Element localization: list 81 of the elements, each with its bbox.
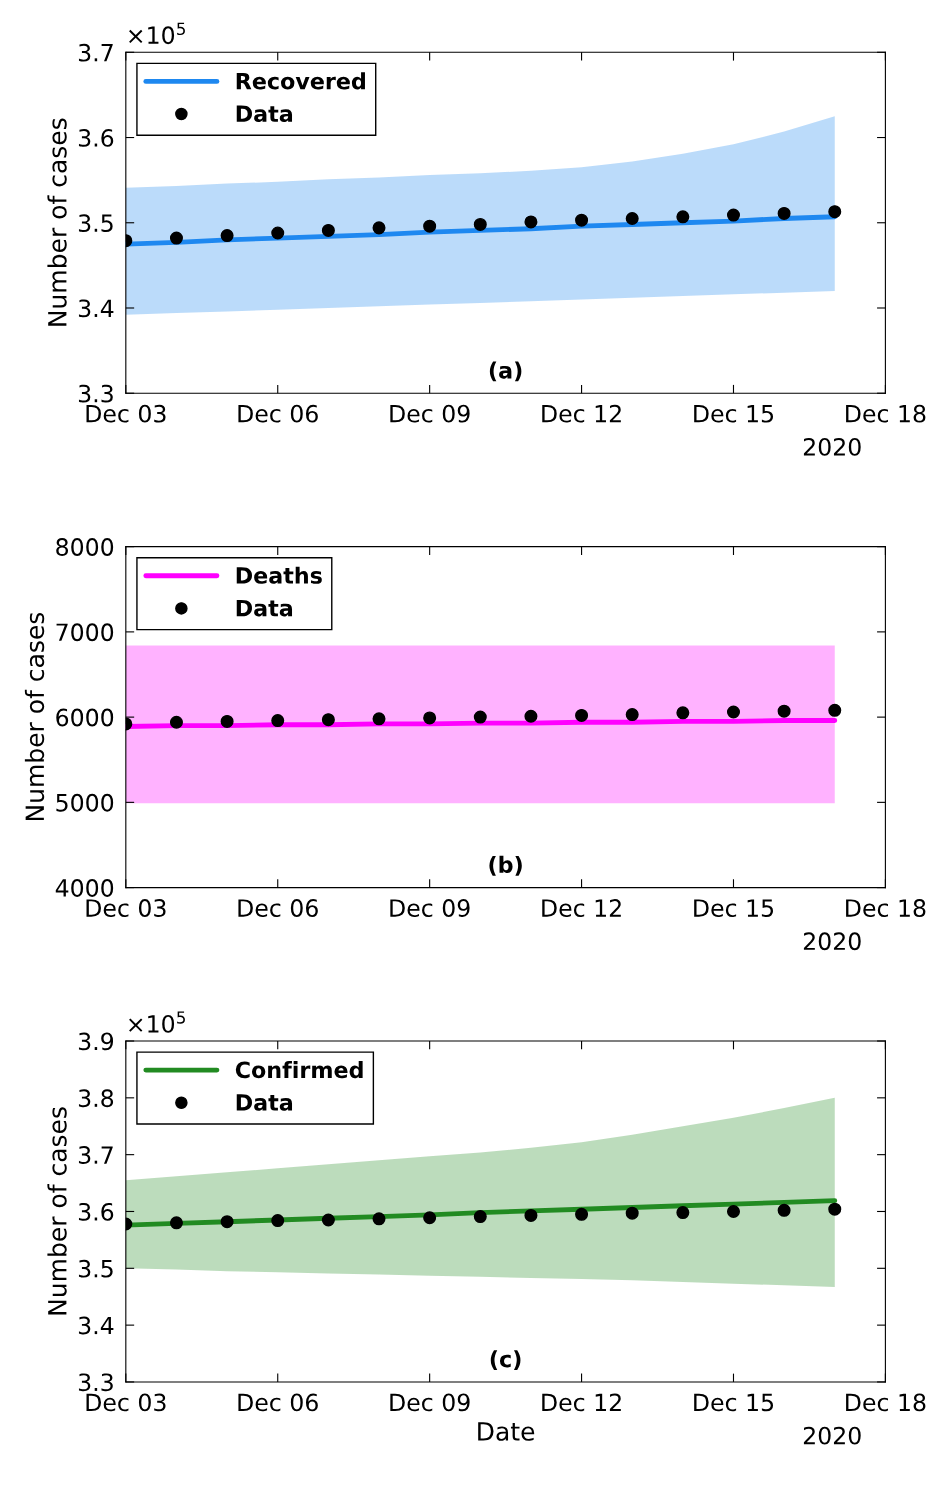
point <box>372 712 386 726</box>
point <box>777 704 791 718</box>
annotation: (c) <box>490 1350 521 1371</box>
x-tick-label: Dec 09 <box>390 404 470 423</box>
x-tick-label: Dec 03 <box>86 899 166 917</box>
y-tick-label: 6000 <box>56 708 114 727</box>
x-tick-label: Dec 15 <box>694 1393 774 1412</box>
y-tick-label: 3.7 <box>78 43 113 62</box>
legend-label: Confirmed <box>235 1061 363 1079</box>
legend-label: Recovered <box>236 72 365 90</box>
annotation: (b) <box>489 855 522 876</box>
point <box>625 708 639 722</box>
text: ×10$^{5}$ <box>129 22 185 45</box>
y-tick-label: 5000 <box>56 793 114 812</box>
x-tick-label: Dec 18 <box>846 1393 926 1412</box>
text: 2020 <box>803 1426 861 1445</box>
point <box>271 226 285 240</box>
legend-label: Data <box>236 1094 293 1111</box>
point <box>169 715 183 729</box>
text: ×10$^{5}$ <box>129 1011 185 1033</box>
point <box>524 215 538 229</box>
point <box>828 205 842 219</box>
y-tick-label: 3.5 <box>78 214 113 233</box>
point <box>575 213 589 227</box>
x-tick-label: Dec 12 <box>542 899 621 917</box>
y-axis-title: Number of cases <box>47 1107 67 1315</box>
x-tick-label: Dec 09 <box>390 1393 470 1412</box>
x-tick-label: Dec 12 <box>542 1393 621 1412</box>
legend-label: Deaths <box>236 566 322 584</box>
x-tick-label: Dec 06 <box>238 404 318 423</box>
y-tick-label: 3.9 <box>78 1032 114 1051</box>
y-tick-label: 3.5 <box>78 1259 113 1278</box>
x-tick-label: Dec 18 <box>846 404 926 423</box>
point <box>524 709 538 723</box>
y-axis-title: Number of cases <box>24 612 45 821</box>
x-tick-label: Dec 12 <box>542 404 621 423</box>
point <box>220 229 234 243</box>
point <box>423 219 437 233</box>
point <box>321 713 335 727</box>
point <box>676 210 690 224</box>
y-tick-label: 3.6 <box>78 1202 114 1221</box>
x-tick-label: Dec 03 <box>86 1393 166 1412</box>
x-tick-label: Dec 15 <box>694 899 774 917</box>
y-tick-label: 3.8 <box>78 1089 114 1108</box>
x-tick-label: Dec 09 <box>390 899 470 917</box>
point <box>473 217 487 231</box>
point <box>473 710 487 724</box>
y-tick-label: 3.4 <box>78 1316 114 1335</box>
point <box>423 711 437 725</box>
text: 2020 <box>803 932 861 951</box>
y-tick-label: 8000 <box>56 538 114 556</box>
text: 2020 <box>803 437 861 456</box>
x-tick-label: Dec 03 <box>86 404 166 423</box>
y-tick-label: 3.6 <box>78 128 114 147</box>
x-tick-label: Dec 15 <box>694 405 774 423</box>
point <box>828 703 842 717</box>
point <box>321 223 335 237</box>
point <box>676 706 690 720</box>
point <box>625 211 639 226</box>
legend-label: Data <box>236 105 293 123</box>
x-axis-title: Date <box>478 1422 535 1441</box>
y-tick-label: 4000 <box>55 879 114 897</box>
point <box>372 221 386 235</box>
point <box>271 714 285 728</box>
x-tick-label: Dec 06 <box>238 899 318 917</box>
point <box>220 714 234 728</box>
point <box>726 705 740 719</box>
point <box>777 206 791 220</box>
y-tick-label: 7000 <box>56 623 114 642</box>
x-tick-label: Dec 06 <box>238 1393 318 1412</box>
point <box>726 208 740 222</box>
x-tick-label: Dec 18 <box>846 899 926 917</box>
point <box>169 231 183 245</box>
annotation: (a) <box>489 361 522 382</box>
y-tick-label: 3.4 <box>78 299 114 318</box>
legend-label: Data <box>236 599 293 617</box>
y-tick-label: 3.7 <box>78 1146 113 1164</box>
y-axis-title: Number of cases <box>47 118 67 326</box>
point <box>575 708 589 722</box>
y-tick-label: 3.3 <box>78 1373 113 1392</box>
y-tick-label: 3.3 <box>78 384 113 403</box>
